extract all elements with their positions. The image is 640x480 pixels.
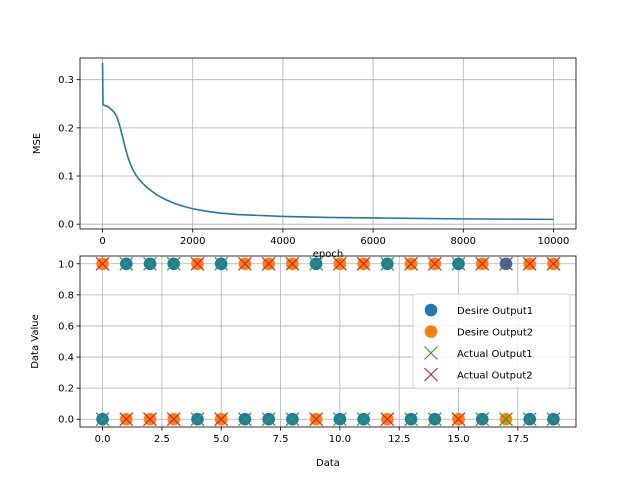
y-axis-label: MSE [32, 133, 43, 154]
y-tick-label: 0.4 [58, 353, 74, 364]
data-point-actual-output2 [95, 256, 110, 271]
data-point-actual-output1 [451, 256, 466, 271]
data-point-actual-output1 [261, 412, 276, 427]
output-plot: 0.0 2.5 5.0 7.5 10.0 12.5 15.0 17.5 0.0 0.2 0.4 0.6… [30, 255, 577, 469]
y-tick-label: 0.1 [58, 172, 74, 183]
x-axis-label: Data [316, 458, 340, 469]
data-point-actual-output1 [95, 412, 110, 427]
data-point-actual-output1 [356, 412, 371, 427]
data-point-actual-output1 [546, 412, 561, 427]
x-tick-label: 0 [99, 236, 105, 247]
x-tick-label: 5.0 [213, 434, 229, 445]
y-tick-label: 0.0 [58, 220, 74, 231]
x-tick-label: 6000 [360, 236, 385, 247]
legend: Desire Output1 Desire Output2 Actual Outpu… [412, 293, 571, 389]
x-tick-label: 4000 [270, 236, 295, 247]
x-tick-label: 0.0 [95, 434, 111, 445]
data-point-actual-output1 [475, 412, 490, 427]
x-tick-label: 15.0 [447, 434, 469, 445]
legend-marker [424, 346, 438, 360]
data-point-actual-output2 [238, 256, 252, 271]
x-tick-label: 8000 [451, 236, 476, 247]
y-tick-label: 0.8 [58, 290, 74, 301]
data-point-actual-output1 [332, 412, 347, 427]
x-tick-label: 2000 [180, 236, 205, 247]
y-axis-label: Data Value [30, 314, 41, 369]
data-point-actual-output2 [214, 412, 229, 427]
data-point-actual-output1 [522, 412, 537, 427]
axes-frame [79, 57, 577, 230]
data-point-actual-output1 [499, 412, 513, 427]
data-point-actual-output1 [190, 412, 205, 427]
data-point-actual-output2 [190, 256, 205, 271]
mse-plot: 0 2000 4000 6000 8000 10000 0.0 0.1 0.2 0.3 epoch M… [32, 57, 577, 260]
data-point-actual-output2 [309, 412, 324, 427]
legend-label: Actual Output2 [457, 371, 533, 382]
x-tick-label: 10.0 [329, 434, 351, 445]
data-point-actual-output2 [332, 256, 347, 271]
data-point-actual-output2 [546, 256, 561, 271]
data-point-actual-output2 [427, 256, 442, 271]
data-point-actual-output2 [166, 412, 181, 427]
mse-line [101, 62, 554, 221]
data-point-actual-output1 [119, 256, 134, 271]
data-point-actual-output1 [143, 256, 157, 271]
data-point-actual-output2 [119, 412, 134, 427]
x-tick-label: 7.5 [273, 434, 289, 445]
data-point-actual-output2 [380, 412, 395, 427]
data-point-actual-output1 [309, 256, 324, 271]
data-point-actual-output2 [356, 256, 371, 271]
data-point-actual-output2 [499, 256, 513, 271]
data-point-actual-output2 [475, 256, 490, 271]
legend-marker [424, 325, 438, 338]
legend-label: Desire Output2 [457, 328, 533, 339]
data-point-actual-output2 [522, 256, 537, 271]
data-point-actual-output2 [451, 412, 466, 427]
legend-marker [424, 303, 438, 317]
data-point-actual-output1 [166, 256, 181, 271]
data-point-actual-output1 [404, 412, 418, 427]
y-tick-label: 0.2 [58, 384, 74, 395]
x-tick-label: 12.5 [388, 434, 410, 445]
legend-label: Desire Output1 [457, 306, 533, 317]
y-tick-label: 0.6 [58, 321, 74, 332]
data-point-actual-output2 [143, 412, 157, 427]
legend-label: Actual Output1 [457, 349, 533, 360]
legend-marker [424, 367, 438, 382]
data-point-actual-output1 [214, 256, 229, 271]
legend-box [412, 293, 571, 389]
data-point-actual-output2 [285, 256, 300, 271]
x-tick-label: 2.5 [154, 434, 170, 445]
y-tick-label: 0.2 [58, 123, 74, 134]
data-point-actual-output2 [261, 256, 276, 271]
x-axis-label: epoch [313, 249, 343, 260]
y-tick-label: 0.0 [58, 415, 74, 426]
axes-frame [79, 255, 577, 428]
data-point-actual-output1 [285, 412, 300, 427]
data-point-actual-output1 [380, 256, 395, 271]
data-point-actual-output1 [427, 412, 442, 427]
data-point-actual-output2 [404, 256, 418, 271]
x-tick-label: 17.5 [507, 434, 529, 445]
y-tick-label: 0.3 [58, 75, 74, 86]
x-tick-label: 10000 [538, 236, 570, 247]
y-tick-label: 1.0 [58, 259, 74, 270]
data-point-actual-output1 [238, 412, 252, 427]
